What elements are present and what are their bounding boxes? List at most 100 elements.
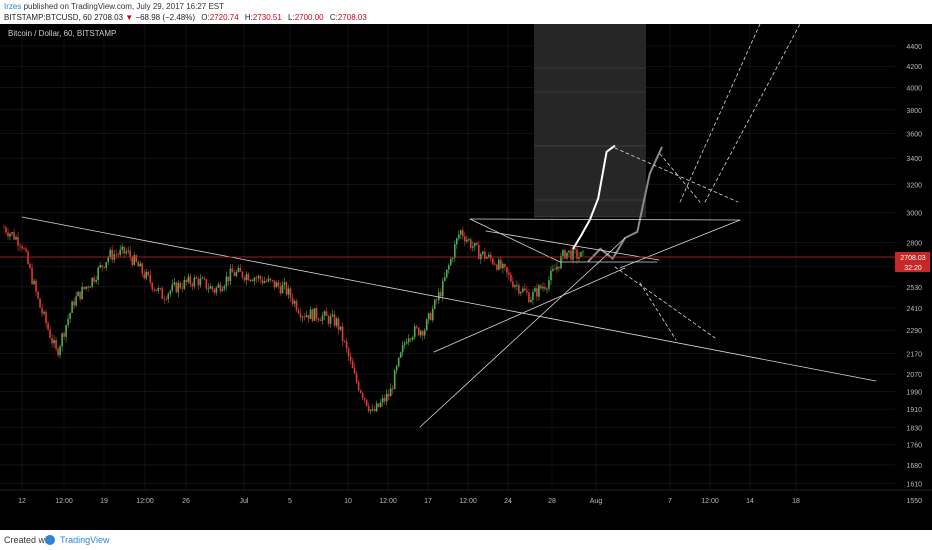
candle-body — [327, 315, 330, 324]
candle-body — [359, 390, 362, 393]
candle-body — [498, 259, 500, 270]
candle-body — [546, 288, 548, 290]
candle-body — [129, 250, 132, 258]
candle-body — [337, 318, 340, 330]
candle-body — [185, 279, 188, 282]
x-tick-label: 28 — [548, 498, 556, 505]
candle-body — [309, 309, 312, 319]
candle-body — [41, 307, 43, 314]
candle-body — [57, 348, 59, 356]
candle-body — [115, 254, 117, 256]
candle-body — [542, 287, 544, 289]
y-tick-label: 2170 — [906, 352, 922, 359]
candle-body — [183, 279, 186, 289]
chart-panel[interactable]: 1550 1610 1680 1760 1830 1910 1990 2070 2170 2290… — [0, 23, 932, 530]
candle-body — [435, 299, 438, 301]
candle-body — [225, 276, 228, 287]
candle-body — [175, 282, 178, 293]
candle-body — [123, 246, 126, 254]
candle-body — [285, 282, 288, 295]
candle-body — [482, 251, 484, 255]
candle-body — [562, 250, 564, 256]
candle-body — [347, 348, 350, 357]
candle-body — [357, 382, 360, 391]
trendline-descending — [21, 216, 877, 382]
candle-body — [381, 398, 384, 403]
candle-body — [19, 245, 21, 247]
candle-body — [403, 343, 406, 346]
candle-body — [349, 356, 352, 361]
candle-body — [205, 279, 208, 289]
y-tick-label: 1990 — [906, 389, 922, 396]
candle-body — [538, 285, 540, 297]
projection-path — [572, 144, 616, 250]
candle-body — [363, 397, 366, 400]
candle-body — [520, 292, 522, 294]
candle-body — [65, 325, 67, 337]
candle-body — [211, 286, 214, 290]
candle-body — [297, 310, 300, 314]
candle-body — [313, 308, 316, 321]
candle-body — [530, 299, 532, 303]
candle-body — [263, 281, 266, 284]
price-chart[interactable]: 1550161016801760183019101990207021702290… — [0, 23, 932, 530]
candle-body — [277, 282, 280, 287]
candle-body — [91, 277, 93, 287]
y-tick-label: 3000 — [906, 211, 922, 218]
candle-body — [291, 297, 294, 304]
candle-body — [476, 242, 478, 245]
candle-body — [75, 296, 77, 306]
trendline-rising-inner — [433, 267, 626, 353]
x-tick-label: Aug — [590, 498, 603, 505]
candle-body — [219, 284, 222, 292]
candle-body — [151, 282, 154, 290]
author-link[interactable]: Irzes — [4, 2, 22, 11]
candle-body — [401, 345, 404, 353]
candle-body — [299, 313, 302, 318]
candle-body — [83, 286, 85, 289]
candle-body — [518, 285, 520, 294]
y-tick-label: 3800 — [906, 108, 922, 115]
candle-body — [345, 341, 348, 349]
candle-body — [409, 338, 412, 340]
candle-body — [413, 326, 416, 338]
candle-body — [37, 291, 39, 299]
candle-body — [135, 255, 138, 262]
candle-body — [449, 258, 452, 266]
candle-body — [496, 264, 498, 270]
tradingview-link[interactable]: TradingView — [60, 535, 110, 545]
candle-body — [566, 252, 568, 259]
candle-body — [578, 256, 580, 259]
candle-body — [502, 263, 504, 269]
open-label: O: — [201, 13, 210, 22]
candle-body — [377, 403, 380, 407]
high-value: 2730.51 — [252, 13, 282, 22]
candle-body — [223, 286, 226, 290]
candle-body — [488, 254, 490, 258]
x-tick-label: 12:00 — [136, 498, 154, 505]
candle-body — [229, 268, 232, 282]
low-value: 2700.00 — [294, 13, 324, 22]
created-with-text: Created with — [4, 535, 55, 545]
x-tick-label: Jul — [240, 498, 249, 505]
low-label: L: — [288, 13, 295, 22]
candle-body — [207, 288, 210, 290]
candle-body — [439, 292, 442, 297]
candle-body — [131, 257, 134, 265]
candle-body — [33, 280, 35, 285]
candle-body — [3, 227, 5, 229]
candle-body — [145, 271, 148, 279]
projection-arrow — [659, 153, 701, 203]
candle-body — [161, 288, 164, 299]
candle-body — [155, 289, 158, 291]
candle-body — [55, 340, 57, 349]
candle-body — [516, 285, 518, 286]
candle-body — [474, 242, 476, 247]
candle-body — [249, 279, 252, 281]
candle-body — [361, 392, 364, 398]
x-tick-label: 12:00 — [459, 498, 477, 505]
candle-body — [395, 366, 398, 371]
candle-body — [15, 237, 17, 240]
candle-body — [331, 314, 334, 317]
trendline-rising — [419, 237, 626, 428]
